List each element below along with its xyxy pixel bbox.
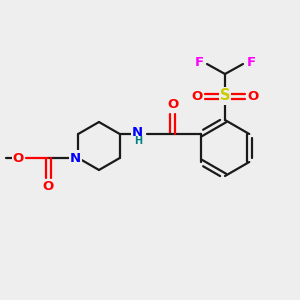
Text: N: N [132, 125, 143, 139]
Text: O: O [191, 89, 203, 103]
Text: N: N [70, 152, 81, 164]
Text: O: O [167, 98, 178, 112]
Text: F: F [194, 56, 204, 68]
Text: H: H [134, 136, 142, 146]
Text: O: O [248, 89, 259, 103]
Text: S: S [220, 88, 230, 104]
Text: O: O [13, 152, 24, 164]
Text: O: O [43, 181, 54, 194]
Text: F: F [246, 56, 256, 68]
